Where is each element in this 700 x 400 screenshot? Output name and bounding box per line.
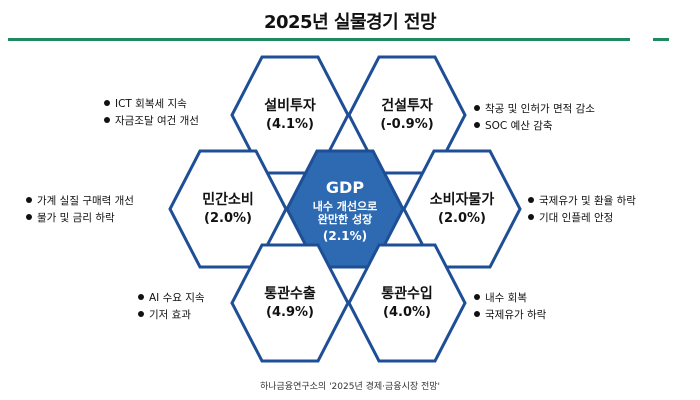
source-caption: 하나금융연구소의 '2025년 경제·금융시장 전망' — [259, 382, 441, 392]
note-construction-1: 착공 및 인허가 면적 감소 — [474, 101, 595, 118]
hex-cpi — [402, 149, 522, 269]
note-cpi-1: 국제유가 및 환율 하락 — [528, 193, 636, 210]
notes-imports: 내수 회복 국제유가 하락 — [474, 290, 546, 324]
hex-exports-value: (4.9%) — [266, 304, 314, 320]
hex-imports — [347, 243, 467, 363]
note-consumption-1: 가계 실질 구매력 개선 — [26, 193, 134, 210]
hex-capex-value: (4.1%) — [266, 116, 314, 132]
title-underline — [8, 38, 630, 41]
note-exports-2: 기저 효과 — [138, 307, 205, 324]
page-title: 2025년 실물경기 전망 — [263, 12, 437, 33]
title-underline-end — [653, 38, 669, 41]
note-construction-2: SOC 예산 감축 — [474, 118, 595, 135]
hex-imports-name: 통관수입 — [381, 286, 433, 302]
note-cpi-2: 기대 인플레 안정 — [528, 210, 636, 227]
note-imports-2: 국제유가 하락 — [474, 307, 546, 324]
note-consumption-2: 물가 및 금리 하락 — [26, 210, 134, 227]
hex-cpi-name: 소비자물가 — [429, 192, 495, 208]
hex-cpi-label: 소비자물가 (2.0%) — [412, 191, 512, 227]
hex-center-value: (2.1%) — [322, 229, 368, 244]
notes-capex: ICT 회복세 지속 자금조달 여건 개선 — [104, 96, 199, 130]
hex-exports — [230, 243, 350, 363]
hex-exports-label: 통관수출 (4.9%) — [240, 285, 340, 321]
note-imports-1: 내수 회복 — [474, 290, 546, 307]
hex-exports-name: 통관수출 — [264, 286, 316, 302]
hex-center-label: GDP 내수 개선으로 완만한 성장 (2.1%) — [295, 177, 395, 244]
note-capex-2: 자금조달 여건 개선 — [104, 113, 199, 130]
hex-consumption-label: 민간소비 (2.0%) — [178, 191, 278, 227]
hex-capex-name: 설비투자 — [264, 98, 316, 114]
notes-construction: 착공 및 인허가 면적 감소 SOC 예산 감축 — [474, 101, 595, 135]
hex-imports-value: (4.0%) — [383, 304, 431, 320]
note-capex-1: ICT 회복세 지속 — [104, 96, 199, 113]
hex-center-line2: 완만한 성장 — [317, 213, 373, 227]
hex-center-name: GDP — [325, 178, 365, 197]
hex-construction-name: 건설투자 — [381, 98, 433, 114]
hex-imports-label: 통관수입 (4.0%) — [357, 285, 457, 321]
notes-exports: AI 수요 지속 기저 효과 — [138, 290, 205, 324]
hex-construction-value: (-0.9%) — [380, 116, 434, 132]
notes-cpi: 국제유가 및 환율 하락 기대 인플레 안정 — [528, 193, 636, 227]
note-exports-1: AI 수요 지속 — [138, 290, 205, 307]
hex-consumption-name: 민간소비 — [202, 192, 254, 208]
hex-consumption-value: (2.0%) — [204, 210, 252, 226]
notes-consumption: 가계 실질 구매력 개선 물가 및 금리 하락 — [26, 193, 134, 227]
hex-center-line1: 내수 개선으로 — [312, 199, 378, 213]
hex-cpi-value: (2.0%) — [438, 210, 486, 226]
hex-construction-label: 건설투자 (-0.9%) — [357, 97, 457, 133]
hex-capex-label: 설비투자 (4.1%) — [240, 97, 340, 133]
